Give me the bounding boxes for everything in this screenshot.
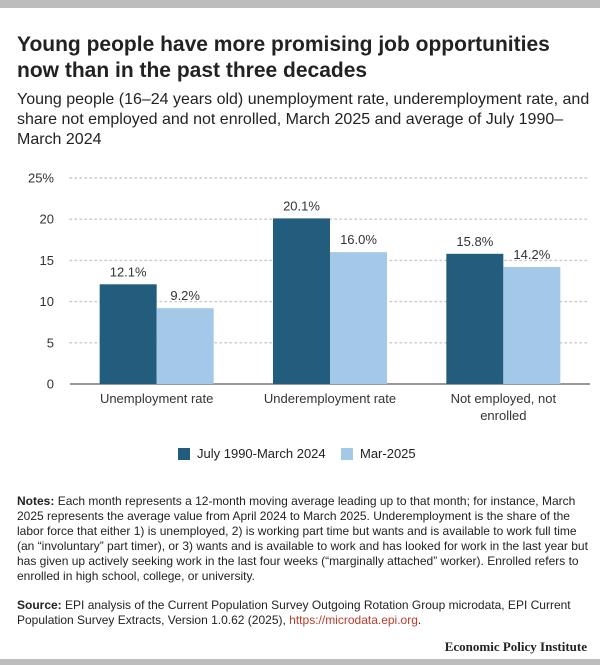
chart-subtitle: Young people (16–24 years old) unemploym…: [17, 91, 590, 148]
data-label-2-3: 14.2%: [513, 247, 550, 262]
y-tick-label-20: 20: [40, 212, 54, 227]
x-tick-label-2: Underemployment rate: [264, 391, 396, 406]
chart-title: Young people have more promising job opp…: [17, 33, 550, 82]
notes: Notes: Each month represents a 12-month …: [17, 494, 589, 584]
x-tick-label-3-line-2: enrolled: [480, 408, 526, 423]
data-label-2-2: 16.0%: [340, 232, 377, 247]
epi-brand: Economic Policy Institute: [444, 639, 587, 654]
notes-label: Notes:: [17, 494, 55, 508]
x-tick-label-3-line-1: Not employed, not: [451, 391, 557, 406]
source-label: Source:: [17, 598, 62, 612]
legend-label-series-1: July 1990-March 2024: [197, 446, 326, 461]
bar-chart: 0 5 10 15 20 25% 12.1% 9.2% Unemployment rate 20.…: [28, 171, 591, 423]
data-label-1-3: 15.8%: [456, 234, 493, 249]
y-tick-label-25: 25%: [28, 171, 54, 186]
legend-item-series-1: July 1990-March 2024: [178, 446, 326, 461]
legend-item-series-2: Mar-2025: [341, 446, 416, 461]
source: Source: EPI analysis of the Current Popu…: [17, 598, 589, 628]
y-tick-label-5: 5: [47, 335, 54, 350]
x-tick-label-1: Unemployment rate: [100, 391, 213, 406]
y-tick-label-15: 15: [40, 253, 54, 268]
bar-1-2: [273, 218, 330, 384]
legend-swatch-series-1: [178, 447, 190, 460]
bar-2-2: [330, 252, 387, 384]
notes-text: Each month represents a 12-month moving …: [17, 494, 588, 583]
bar-2-3: [503, 266, 561, 384]
source-end: .: [417, 613, 422, 627]
y-tick-label-0: 0: [47, 377, 54, 392]
source-text: EPI analysis of the Current Population S…: [17, 598, 571, 627]
data-label-2-1: 9.2%: [170, 288, 200, 303]
legend-label-series-2: Mar-2025: [360, 446, 416, 461]
bar-2-1: [156, 308, 214, 384]
bar-1-1: [99, 284, 157, 384]
bar-1-3: [446, 253, 504, 384]
data-label-1-1: 12.1%: [110, 264, 147, 279]
y-tick-label-10: 10: [40, 294, 54, 309]
data-label-1-2: 20.1%: [283, 198, 320, 213]
top-border: [0, 0, 600, 8]
source-link[interactable]: https://microdata.epi.org: [289, 613, 418, 627]
bottom-border: [0, 659, 600, 665]
legend-swatch-series-2: [341, 447, 353, 460]
chart-legend: July 1990-March 2024 Mar-2025: [0, 446, 600, 464]
